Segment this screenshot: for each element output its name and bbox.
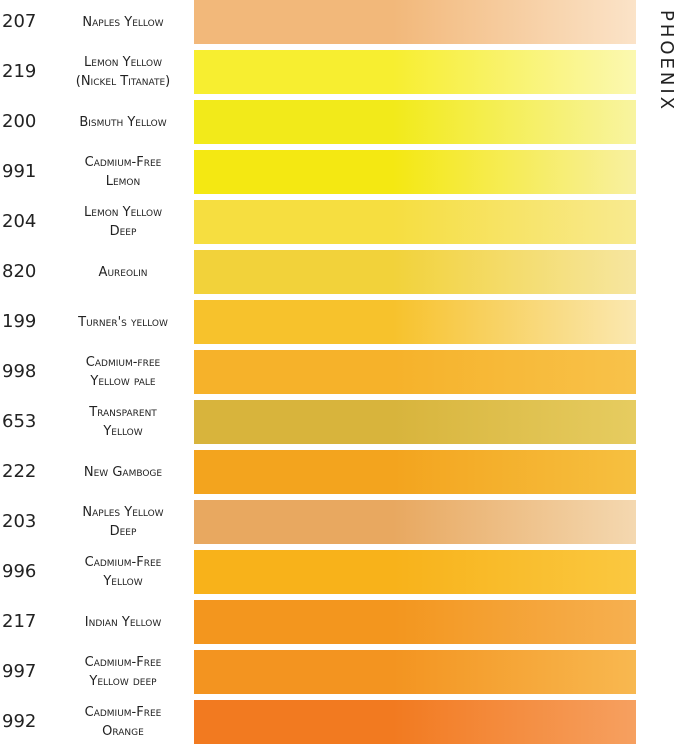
swatch [194, 150, 636, 194]
paint-code: 998 [2, 361, 37, 382]
paint-name-line: Cadmium-Free [84, 155, 162, 170]
paint-name-line: Yellow [103, 424, 143, 439]
paint-name-line: Bismuth Yellow [79, 114, 167, 130]
paint-name: Cadmium-Free Orange [56, 700, 190, 744]
paint-name: Naples Yellow [56, 0, 190, 44]
swatch [194, 250, 636, 294]
swatch [194, 600, 636, 644]
paint-name-line: Aureolin [98, 264, 148, 280]
paint-name-line: Naples Yellow [82, 14, 164, 30]
paint-code: 199 [2, 311, 37, 332]
swatch [194, 450, 636, 494]
paint-name-line: Indian Yellow [84, 614, 162, 630]
paint-name-line: Yellow pale [90, 374, 156, 389]
paint-name-line: Lemon Yellow [84, 205, 162, 220]
paint-name: Indian Yellow [56, 600, 190, 644]
paint-name: Lemon Yellow Deep [56, 200, 190, 244]
paint-name: Cadmium-Free Yellow deep [56, 650, 190, 694]
paint-code: 653 [2, 411, 37, 432]
swatch [194, 200, 636, 244]
paint-code: 200 [2, 111, 37, 132]
paint-name-line: (Nickel Titanate) [75, 74, 171, 89]
paint-code: 204 [2, 211, 37, 232]
swatch [194, 100, 636, 144]
paint-name-line: Cadmium-Free [84, 655, 162, 670]
paint-name: Bismuth Yellow [56, 100, 190, 144]
paint-name-line: Cadmium-Free [84, 555, 162, 570]
paint-code: 992 [2, 711, 37, 732]
brand: PHOENIX [656, 10, 677, 113]
paint-name: Lemon Yellow (Nickel Titanate) [56, 50, 190, 94]
paint-name-line: Orange [102, 724, 144, 739]
paint-name-line: Yellow deep [89, 674, 157, 689]
paint-name-line: Lemon [105, 174, 141, 189]
paint-code: 217 [2, 611, 37, 632]
paint-name: Naples Yellow Deep [56, 500, 190, 544]
paint-name-line: Deep [109, 224, 137, 239]
paint-code: 203 [2, 511, 37, 532]
swatch [194, 700, 636, 744]
paint-name-line: Lemon Yellow [84, 55, 162, 70]
paint-name: Aureolin [56, 250, 190, 294]
paint-code: 996 [2, 561, 37, 582]
paint-name-line: Transparent [89, 405, 157, 420]
paint-name: New Gamboge [56, 450, 190, 494]
swatch [194, 50, 636, 94]
paint-name: Turner's yellow [56, 300, 190, 344]
paint-name-line: Cadmium-Free [84, 705, 162, 720]
paint-name-line: Cadmium-free [85, 355, 161, 370]
swatch [194, 500, 636, 544]
swatch [194, 550, 636, 594]
paint-code: 219 [2, 61, 37, 82]
swatch [194, 300, 636, 344]
paint-name: Transparent Yellow [56, 400, 190, 444]
paint-name: Cadmium-Free Yellow [56, 550, 190, 594]
paint-name: Cadmium-Free Lemon [56, 150, 190, 194]
paint-code: 820 [2, 261, 37, 282]
paint-name-line: Deep [109, 524, 137, 539]
paint-code: 207 [2, 11, 37, 32]
swatch [194, 0, 636, 44]
paint-name-line: Turner's yellow [78, 314, 168, 330]
paint-name-line: Naples Yellow [82, 505, 164, 520]
swatch [194, 400, 636, 444]
paint-code: 222 [2, 461, 37, 482]
paint-name-line: Yellow [103, 574, 143, 589]
paint-code: 997 [2, 661, 37, 682]
swatch [194, 350, 636, 394]
paint-name: Cadmium-free Yellow pale [56, 350, 190, 394]
paint-code: 991 [2, 161, 37, 182]
swatch [194, 650, 636, 694]
paint-name-line: New Gamboge [83, 464, 163, 480]
